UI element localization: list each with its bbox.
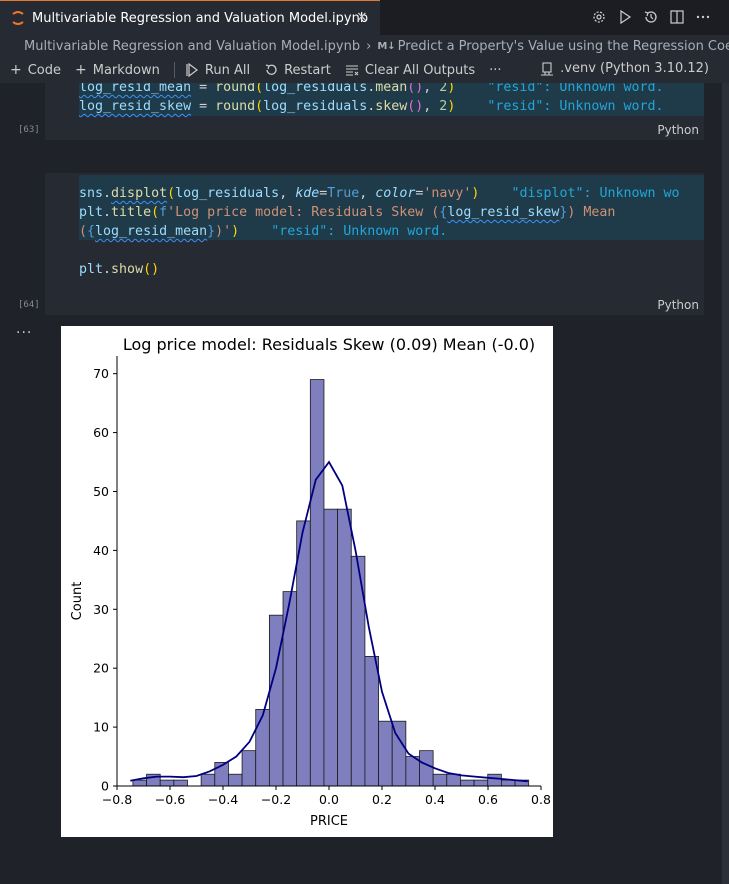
y-tick-label: 0	[101, 779, 109, 794]
run-icon[interactable]	[617, 9, 633, 25]
restart-button[interactable]: Restart	[264, 63, 331, 78]
histogram-bar	[173, 779, 188, 787]
x-tick-label: 0.6	[478, 792, 498, 807]
cell-editor-64[interactable]	[79, 175, 704, 240]
histogram-bar	[460, 779, 475, 787]
more-icon[interactable]	[695, 9, 711, 25]
breadcrumb-file[interactable]: Multivariable Regression and Valuation M…	[24, 38, 361, 54]
tab-actions	[591, 9, 711, 25]
histogram-bar	[241, 750, 257, 787]
tab-title: Multivariable Regression and Valuation M…	[32, 10, 369, 26]
clear-outputs-label: Clear All Outputs	[364, 62, 476, 78]
run-all-button[interactable]: Run All	[185, 63, 250, 78]
gear-icon[interactable]	[591, 9, 607, 25]
y-tick-label: 30	[93, 602, 109, 617]
x-tick-label: 0.0	[319, 792, 339, 807]
histogram-bar	[228, 773, 243, 787]
restart-icon	[265, 64, 277, 75]
cell-language-label[interactable]: Python	[657, 298, 699, 312]
histogram-chart: Log price model: Residuals Skew (0.09) M…	[70, 335, 551, 829]
y-tick-label: 20	[93, 661, 109, 676]
histogram-bar	[309, 379, 325, 787]
cell-editor-63[interactable]	[79, 83, 704, 116]
x-tick-label: −0.2	[261, 792, 291, 807]
x-tick-label: 0.4	[425, 792, 445, 807]
breadcrumb-separator: ›	[366, 38, 372, 54]
plus-icon: +	[75, 62, 87, 78]
histogram-bar	[473, 779, 489, 787]
kernel-label: .venv (Python 3.10.12)	[560, 61, 709, 76]
chart-title: Log price model: Residuals Skew (0.09) M…	[123, 335, 535, 354]
kernel-picker[interactable]: .venv (Python 3.10.12)	[540, 61, 709, 76]
code-line: plt.show()	[79, 262, 160, 277]
code-line: ({log_resid_mean})') "resid": Unknown wo…	[79, 224, 448, 239]
histogram-bar	[159, 779, 175, 787]
x-tick-label: 0.8	[531, 792, 551, 807]
y-axis-label: Count	[70, 582, 85, 621]
add-code-button[interactable]: + Code	[10, 62, 61, 78]
y-tick-label: 60	[93, 425, 109, 440]
split-editor-icon[interactable]	[669, 9, 685, 25]
execution-count: [63]	[18, 125, 40, 135]
run-all-label: Run All	[204, 62, 251, 78]
histogram-bar	[255, 709, 270, 787]
histogram-bar	[132, 779, 147, 787]
jupyter-icon	[12, 11, 24, 25]
tab-bar: Multivariable Regression and Valuation M…	[0, 0, 729, 35]
breadcrumb-section[interactable]: Predict a Property's Value using the Reg…	[397, 38, 729, 54]
code-line: sns.displot(log_residuals, kde=True, col…	[79, 186, 680, 201]
toolbar-divider	[173, 62, 175, 78]
code-line: log_resid_skew = round(log_residuals.ske…	[79, 99, 664, 114]
cell-language-label[interactable]: Python	[657, 123, 699, 137]
vertical-scrollbar[interactable]	[722, 83, 729, 884]
breadcrumb: Multivariable Regression and Valuation M…	[0, 35, 729, 57]
code-line: plt.title(f'Log price model: Residuals S…	[79, 205, 616, 220]
histogram-bar	[200, 773, 216, 787]
y-tick-label: 70	[93, 366, 109, 381]
x-tick-label: −0.8	[102, 792, 132, 807]
x-tick-label: −0.6	[155, 792, 185, 807]
y-tick-label: 50	[93, 484, 109, 499]
close-icon[interactable]: ×	[356, 9, 368, 25]
code-line: log_resid_mean = round(log_residuals.mea…	[79, 83, 664, 95]
histogram-bar	[337, 508, 352, 787]
histogram-bar	[364, 656, 379, 787]
histogram-bar	[296, 520, 311, 787]
markdown-icon: M↓	[377, 40, 396, 52]
x-axis-label: PRICE	[310, 814, 348, 829]
histogram-bar	[500, 779, 516, 787]
run-all-icon	[186, 63, 198, 77]
output-more-icon[interactable]: ···	[16, 325, 33, 341]
add-code-label: Code	[27, 62, 62, 78]
add-markdown-button[interactable]: + Markdown	[75, 62, 160, 78]
y-tick-label: 40	[93, 543, 109, 558]
clear-all-outputs-button[interactable]: Clear All Outputs	[345, 63, 475, 78]
histogram-bar	[446, 773, 461, 787]
more-icon: ···	[489, 62, 502, 78]
notebook-toolbar: + Code + Markdown Run All Restart Clear …	[0, 57, 729, 83]
histogram-bar	[419, 750, 434, 787]
histogram-bar	[432, 773, 448, 787]
restart-label: Restart	[284, 62, 331, 78]
clear-outputs-icon	[345, 65, 359, 76]
x-tick-label: −0.4	[208, 792, 238, 807]
kernel-icon	[541, 61, 554, 76]
plus-icon: +	[10, 62, 22, 78]
output-plot: Log price model: Residuals Skew (0.09) M…	[61, 326, 553, 837]
histogram-bar	[405, 756, 420, 787]
histogram-bar	[487, 773, 502, 787]
execution-count: [64]	[18, 300, 40, 310]
notebook-area: log_resid_mean = round(log_residuals.mea…	[0, 83, 729, 884]
y-tick-label: 10	[93, 720, 109, 735]
x-tick-label: 0.2	[372, 792, 392, 807]
histogram-bar	[378, 720, 393, 787]
kde-line	[130, 460, 528, 783]
tab-notebook[interactable]: Multivariable Regression and Valuation M…	[0, 0, 380, 35]
add-markdown-label: Markdown	[92, 62, 160, 78]
toolbar-more-button[interactable]: ···	[489, 63, 501, 78]
histogram-bar	[323, 508, 339, 787]
history-icon[interactable]	[643, 9, 659, 25]
